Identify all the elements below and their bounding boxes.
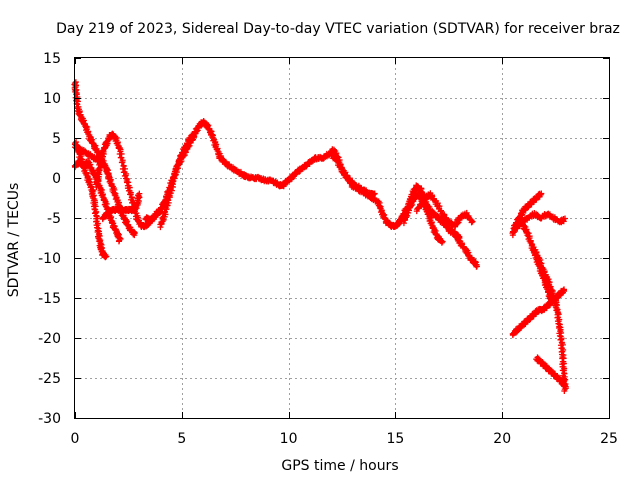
data-point bbox=[192, 129, 199, 136]
tick-layer: 0 5 10 15 20 25 15 10 5 0 -5 -10 -15 -20 -25 -30 bbox=[38, 51, 618, 447]
y-axis-label: SDTVAR / TECUs bbox=[6, 183, 22, 298]
x-tick-label: 0 bbox=[71, 431, 80, 447]
y-tick-label: 5 bbox=[52, 131, 61, 147]
data-point bbox=[469, 218, 476, 225]
series-track-j bbox=[400, 189, 446, 246]
data-point bbox=[131, 232, 138, 239]
series-track-r bbox=[533, 354, 568, 389]
data-point bbox=[561, 382, 568, 389]
y-tick-label: -30 bbox=[38, 411, 61, 427]
y-tick-label: -10 bbox=[38, 251, 61, 267]
data-point bbox=[102, 254, 109, 261]
y-tick-label: -20 bbox=[38, 331, 61, 347]
x-tick-label: 20 bbox=[493, 431, 511, 447]
y-tick-label: -15 bbox=[38, 291, 61, 307]
series-track-q bbox=[509, 286, 568, 339]
data-point bbox=[468, 219, 475, 226]
data-point bbox=[166, 190, 173, 197]
series-track-l bbox=[445, 226, 480, 270]
y-tick-label: 0 bbox=[52, 171, 61, 187]
series-track-c bbox=[71, 157, 124, 245]
x-tick-label: 10 bbox=[280, 431, 298, 447]
data-point bbox=[562, 215, 569, 222]
data-point bbox=[169, 178, 176, 185]
data-point bbox=[439, 238, 446, 245]
chart-title: Day 219 of 2023, Sidereal Day-to-day VTE… bbox=[56, 21, 620, 37]
y-tick-label: 10 bbox=[43, 91, 61, 107]
data-point bbox=[115, 238, 122, 245]
y-tick-label: 15 bbox=[43, 51, 61, 67]
data-point bbox=[559, 367, 566, 374]
data-point bbox=[165, 193, 172, 200]
y-tick-label: -5 bbox=[47, 211, 61, 227]
series-track-n bbox=[512, 209, 569, 235]
data-point bbox=[559, 341, 566, 348]
data-point bbox=[136, 190, 143, 197]
data-point bbox=[560, 286, 567, 293]
series-track-k bbox=[413, 190, 476, 230]
x-tick-label: 5 bbox=[177, 431, 186, 447]
data-point bbox=[161, 209, 168, 216]
plot-frame bbox=[74, 57, 610, 419]
x-tick-label: 25 bbox=[600, 431, 618, 447]
data-point bbox=[103, 253, 110, 260]
data-point bbox=[561, 387, 568, 394]
data-point bbox=[538, 190, 545, 197]
x-tick-label: 15 bbox=[386, 431, 404, 447]
series-track-h bbox=[157, 129, 199, 231]
x-axis-label: GPS time / hours bbox=[281, 458, 398, 474]
data-point bbox=[473, 263, 480, 270]
series-layer bbox=[71, 79, 569, 394]
series-track-i bbox=[328, 150, 378, 199]
data-point bbox=[118, 159, 125, 166]
data-point bbox=[438, 239, 445, 246]
y-tick-label: -25 bbox=[38, 371, 61, 387]
data-point bbox=[371, 190, 378, 197]
data-point bbox=[124, 179, 131, 186]
series-track-a bbox=[71, 79, 138, 239]
